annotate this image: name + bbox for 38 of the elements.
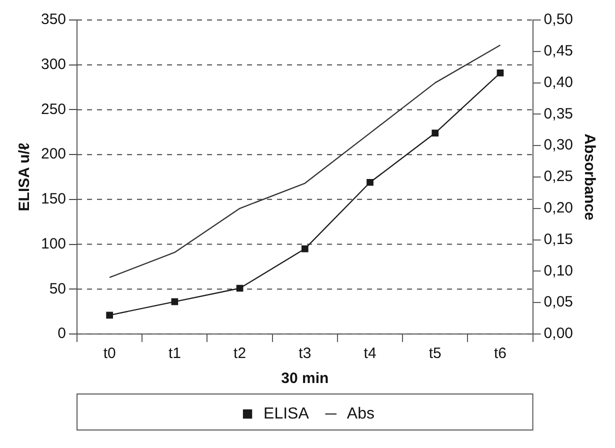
y2-tick-label: 0,35	[544, 105, 574, 122]
x-tick-label: t2	[234, 345, 246, 362]
y2-tick-label: 0,00	[544, 325, 574, 342]
y2-tick-label: 0,15	[544, 230, 574, 248]
y-tick-label: 350	[40, 11, 66, 28]
y2-tick-label: 0,30	[544, 136, 574, 154]
point	[106, 312, 114, 319]
legend-label: Abs	[346, 405, 374, 422]
y2-tick-label: 0,40	[544, 74, 574, 91]
y2-tick-label: 0,50	[544, 11, 574, 28]
point	[236, 284, 244, 292]
x-tick-label: t4	[364, 345, 376, 362]
y-tick-label: 50	[49, 280, 66, 298]
point	[301, 245, 308, 252]
y2-tick-label: 0,20	[544, 200, 574, 217]
y2-axis-title: Absorbance	[580, 134, 598, 220]
x-tick-label: t1	[168, 345, 181, 362]
y2-tick-label: 0,45	[544, 42, 574, 60]
y-tick-label: 150	[40, 190, 66, 208]
point	[171, 298, 178, 306]
x-tick-label: t6	[494, 345, 507, 362]
point	[432, 130, 439, 136]
x-tick-label: t3	[298, 345, 312, 362]
y2-tick-label: 0,25	[544, 168, 574, 186]
x-tick-label: t0	[103, 345, 116, 362]
y-tick-label: 250	[40, 100, 66, 118]
legend-label: ELISA	[264, 405, 310, 422]
y2-tick-label: 0,05	[544, 294, 574, 311]
y-tick-label: 200	[40, 146, 66, 163]
y-tick-label: 0	[58, 325, 66, 342]
y-tick-label: 300	[40, 56, 66, 73]
y-tick-label: 100	[40, 235, 66, 252]
point	[496, 70, 504, 76]
point	[366, 178, 374, 186]
y-axis-title: ELISA u/ℓ	[16, 142, 34, 212]
x-tick-label: t5	[428, 345, 442, 362]
x-axis-title: 30 min	[281, 370, 329, 388]
y2-tick-label: 0,10	[544, 262, 574, 280]
